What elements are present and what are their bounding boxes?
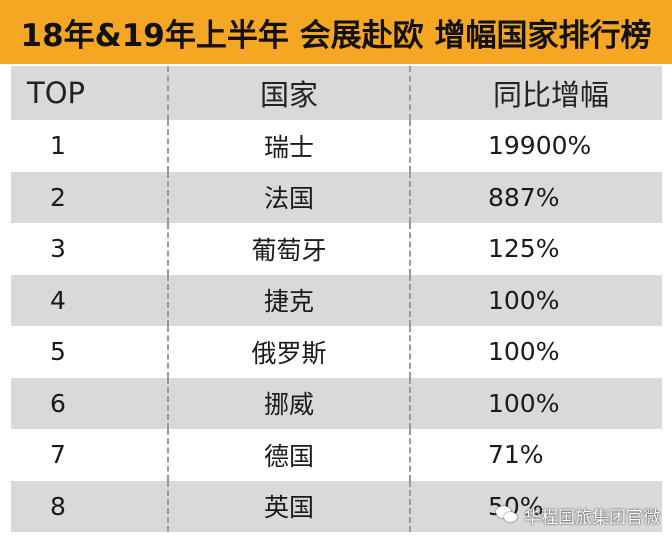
growth-cell: 50% <box>409 480 662 532</box>
growth-cell: 887% <box>409 171 662 223</box>
rank-cell: 3 <box>11 223 168 275</box>
table-row: 4 捷克 100% <box>11 274 662 326</box>
header-country: 国家 <box>167 66 410 120</box>
growth-cell: 125% <box>409 223 662 275</box>
country-cell: 挪威 <box>167 377 410 429</box>
growth-cell: 19900% <box>409 120 662 172</box>
wechat-icon <box>496 506 518 524</box>
page-title: 18年&19年上半年 会展赴欧 增幅国家排行榜 <box>20 17 652 54</box>
rank-cell: 8 <box>11 480 168 532</box>
watermark: 华程国旅集团官微 <box>496 500 660 530</box>
table-row: 2 法国 887% <box>11 171 662 223</box>
country-cell: 瑞士 <box>167 120 410 172</box>
table-row: 8 英国 50% <box>11 480 662 532</box>
growth-cell: 100% <box>409 377 662 429</box>
country-cell: 葡萄牙 <box>167 223 410 275</box>
table-row: 6 挪威 100% <box>11 377 662 429</box>
country-cell: 英国 <box>167 480 410 532</box>
watermark-text: 华程国旅集团官微 <box>524 507 660 528</box>
rank-cell: 5 <box>11 326 168 378</box>
table-header-row: TOP 国家 同比增幅 <box>11 66 662 120</box>
header-growth: 同比增幅 <box>409 66 662 120</box>
country-cell: 法国 <box>167 171 410 223</box>
rank-cell: 2 <box>11 171 168 223</box>
growth-cell: 100% <box>409 326 662 378</box>
table-row: 1 瑞士 19900% <box>11 120 662 172</box>
rank-cell: 1 <box>11 120 168 172</box>
growth-cell: 71% <box>409 429 662 481</box>
growth-cell: 100% <box>409 274 662 326</box>
table-row: 3 葡萄牙 125% <box>11 223 662 275</box>
rank-cell: 4 <box>11 274 168 326</box>
country-cell: 俄罗斯 <box>167 326 410 378</box>
table-row: 7 德国 71% <box>11 429 662 481</box>
country-cell: 德国 <box>167 429 410 481</box>
rank-cell: 7 <box>11 429 168 481</box>
header-top: TOP <box>11 66 168 120</box>
table-row: 5 俄罗斯 100% <box>11 326 662 378</box>
rank-cell: 6 <box>11 377 168 429</box>
country-cell: 捷克 <box>167 274 410 326</box>
title-bar: 18年&19年上半年 会展赴欧 增幅国家排行榜 <box>0 0 672 64</box>
ranking-table: TOP 国家 同比增幅 1 瑞士 19900% 2 法国 887% 3 葡萄牙 … <box>11 66 662 532</box>
